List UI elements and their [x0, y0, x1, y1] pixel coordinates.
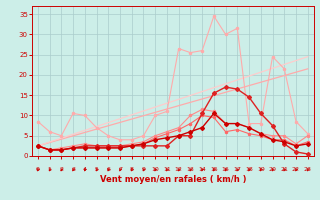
X-axis label: Vent moyen/en rafales ( km/h ): Vent moyen/en rafales ( km/h ): [100, 175, 246, 184]
